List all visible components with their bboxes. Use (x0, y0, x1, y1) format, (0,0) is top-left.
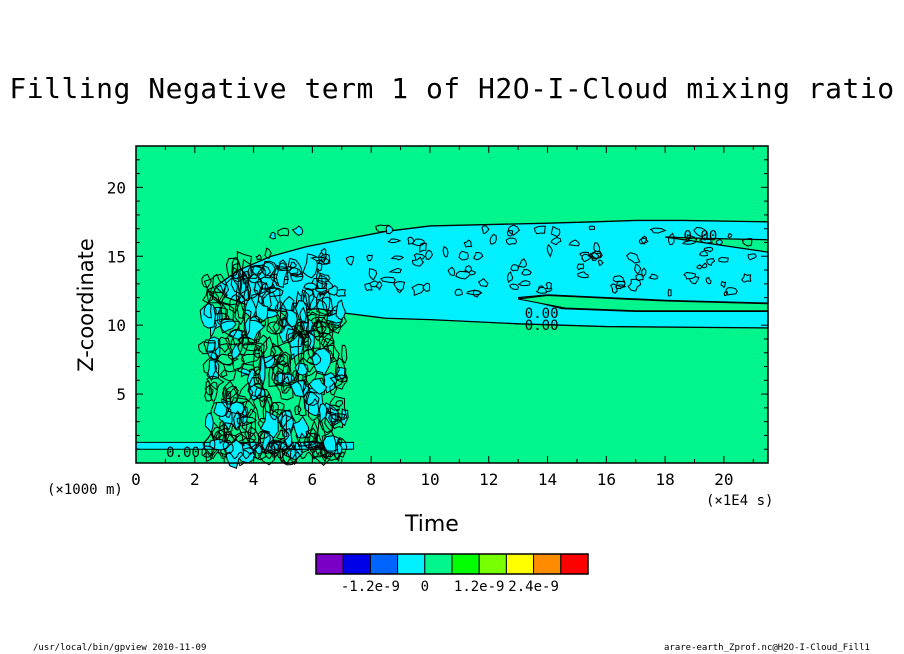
x-tick-label: 8 (366, 470, 376, 489)
footer-source: arare-earth_Zprof.nc@H2O-I-Cloud_Fill1 (664, 643, 870, 653)
x-tick-label: 6 (308, 470, 318, 489)
x-tick-label: 18 (655, 470, 674, 489)
x-axis-label: Time (405, 512, 459, 537)
colorbar-tick-label: 1.2e-9 (453, 579, 505, 595)
chart-title: Filling Negative term 1 of H2O-I-Cloud m… (9, 72, 895, 105)
plot-area: 0.000.000.000.00 (135, 146, 769, 469)
x-tick-label: 20 (714, 470, 733, 489)
x-tick-label: 2 (190, 470, 200, 489)
colorbar-swatch (560, 553, 589, 575)
footer-command: /usr/local/bin/gpview 2010-11-09 (33, 643, 207, 653)
contour-label: 0.00 (525, 306, 559, 322)
y-tick-label: 10 (107, 316, 126, 335)
colorbar-swatch (369, 553, 399, 575)
colorbar-swatch (533, 553, 562, 575)
x-tick-label: 0 (131, 470, 141, 489)
colorbar-tick-label: 0 (420, 579, 430, 595)
x-tick-label: 12 (479, 470, 498, 489)
x-tick-label: 10 (420, 470, 439, 489)
colorbar-frame (315, 553, 589, 575)
colorbar-swatch (397, 553, 426, 575)
y-tick-label: 5 (116, 385, 126, 404)
y-axis-label: Z-coordinate (74, 238, 98, 372)
colorbar-swatch (424, 553, 453, 575)
x-tick-label: 16 (597, 470, 616, 489)
y-tick-label: 20 (107, 178, 126, 197)
colorbar-swatch (315, 553, 344, 575)
colorbar (315, 553, 589, 575)
x-tick-label: 4 (249, 470, 259, 489)
contour-label: 0.00 (525, 318, 559, 334)
colorbar-swatch (342, 553, 371, 575)
x-unit-label: (×1E4 s) (706, 493, 774, 509)
convective-contours (197, 224, 757, 469)
colorbar-tick-label: -1.2e-9 (340, 579, 400, 595)
colorbar-tick-label: 2.4e-9 (508, 579, 559, 595)
y-unit-label: (×1000 m) (47, 482, 123, 498)
cloud-region (214, 219, 769, 329)
y-tick-label: 15 (107, 247, 126, 266)
colorbar-swatch (505, 553, 535, 575)
x-tick-label: 14 (538, 470, 557, 489)
contour-label: 0.00 (684, 229, 718, 245)
colorbar-swatch (451, 553, 480, 575)
contour-label: 0.00 (166, 445, 200, 461)
axes: 0 2 4 6 8 10 12 14 16 18 20 5 10 15 20 (107, 145, 769, 489)
colorbar-swatch (478, 553, 507, 575)
plot-frame (135, 145, 769, 464)
